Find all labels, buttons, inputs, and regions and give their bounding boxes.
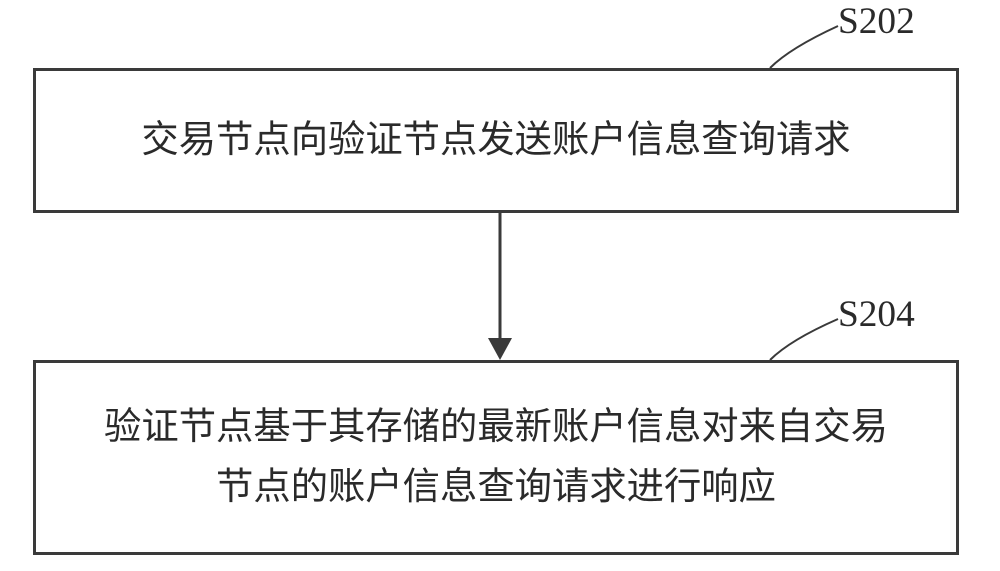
flow-arrow [0,0,1000,571]
diagram-canvas: 交易节点向验证节点发送账户信息查询请求 验证节点基于其存储的最新账户信息对来自交… [0,0,1000,571]
